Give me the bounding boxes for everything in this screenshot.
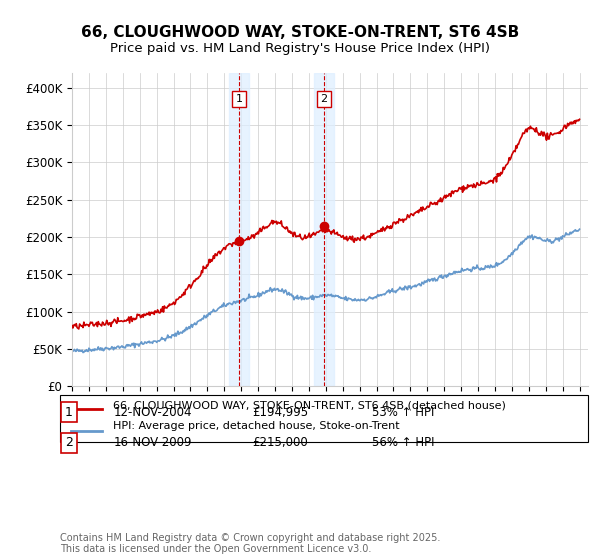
Text: Price paid vs. HM Land Registry's House Price Index (HPI): Price paid vs. HM Land Registry's House … bbox=[110, 42, 490, 55]
Text: 1: 1 bbox=[235, 94, 242, 104]
Text: 1: 1 bbox=[65, 405, 73, 419]
Text: 56% ↑ HPI: 56% ↑ HPI bbox=[372, 436, 434, 450]
Text: 66, CLOUGHWOOD WAY, STOKE-ON-TRENT, ST6 4SB: 66, CLOUGHWOOD WAY, STOKE-ON-TRENT, ST6 … bbox=[81, 25, 519, 40]
Text: 12-NOV-2004: 12-NOV-2004 bbox=[114, 405, 193, 419]
Text: 66, CLOUGHWOOD WAY, STOKE-ON-TRENT, ST6 4SB (detached house): 66, CLOUGHWOOD WAY, STOKE-ON-TRENT, ST6 … bbox=[113, 400, 506, 410]
Text: 2: 2 bbox=[65, 436, 73, 450]
Text: HPI: Average price, detached house, Stoke-on-Trent: HPI: Average price, detached house, Stok… bbox=[113, 422, 400, 431]
Text: 16-NOV-2009: 16-NOV-2009 bbox=[114, 436, 193, 450]
Text: £215,000: £215,000 bbox=[252, 436, 308, 450]
Text: Contains HM Land Registry data © Crown copyright and database right 2025.
This d: Contains HM Land Registry data © Crown c… bbox=[60, 533, 440, 554]
Bar bbox=[314, 73, 334, 386]
FancyBboxPatch shape bbox=[60, 395, 588, 442]
Text: £194,995: £194,995 bbox=[252, 405, 308, 419]
Bar bbox=[229, 73, 249, 386]
Text: 53% ↑ HPI: 53% ↑ HPI bbox=[372, 405, 434, 419]
Text: 2: 2 bbox=[320, 94, 328, 104]
